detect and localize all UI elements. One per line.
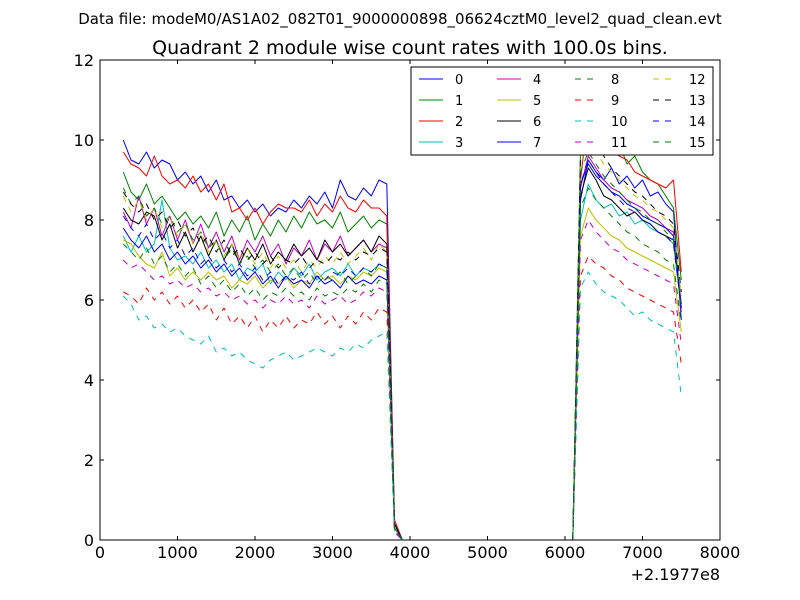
chart-title: Quadrant 2 module wise count rates with … xyxy=(152,37,668,59)
series-line-8 xyxy=(122,151,682,541)
y-tick-label: 10 xyxy=(74,131,94,150)
x-tick-label: 3000 xyxy=(312,543,353,562)
x-tick-label: 1000 xyxy=(157,543,198,562)
legend-label-0: 0 xyxy=(455,73,463,88)
chart-suptitle: Data file: modeM0/AS1A02_082T01_90000008… xyxy=(78,10,722,29)
y-tick-label: 6 xyxy=(84,291,94,310)
legend-label-9: 9 xyxy=(611,94,619,109)
series-line-14 xyxy=(122,159,682,541)
x-tick-label: 7000 xyxy=(622,543,663,562)
legend-label-13: 13 xyxy=(689,94,706,109)
x-tick-label: 6000 xyxy=(545,543,586,562)
y-tick-label: 0 xyxy=(84,531,94,550)
series-line-10 xyxy=(122,271,682,541)
y-tick-label: 12 xyxy=(74,51,94,70)
y-tick-label: 8 xyxy=(84,211,94,230)
series-line-5 xyxy=(123,207,682,541)
legend-label-11: 11 xyxy=(611,136,628,151)
series-line-15 xyxy=(122,187,682,541)
x-tick-label: 2000 xyxy=(235,543,276,562)
legend-label-4: 4 xyxy=(533,73,541,88)
y-tick-label: 2 xyxy=(84,451,94,470)
legend-box xyxy=(410,66,714,156)
series-line-11 xyxy=(122,219,682,541)
series-line-0 xyxy=(122,139,682,541)
series-layer xyxy=(122,111,682,541)
x-axis-offset-label: +2.1977e8 xyxy=(631,565,720,584)
series-line-9 xyxy=(123,255,682,541)
legend-label-14: 14 xyxy=(689,115,706,130)
legend-label-3: 3 xyxy=(455,136,463,151)
legend-label-8: 8 xyxy=(611,73,619,88)
x-tick-label: 4000 xyxy=(390,543,431,562)
series-line-3 xyxy=(122,183,682,541)
series-line-12 xyxy=(122,135,682,541)
y-tick-label: 4 xyxy=(84,371,94,390)
series-line-6 xyxy=(122,167,682,541)
legend-label-12: 12 xyxy=(689,73,706,88)
legend-label-10: 10 xyxy=(611,115,628,130)
legend-label-7: 7 xyxy=(533,136,541,151)
series-line-7 xyxy=(122,163,682,541)
series-line-4 xyxy=(122,155,682,541)
legend-label-6: 6 xyxy=(533,115,541,130)
legend-label-2: 2 xyxy=(455,115,463,130)
legend-label-1: 1 xyxy=(455,94,463,109)
legend-label-5: 5 xyxy=(533,94,541,109)
legend-label-15: 15 xyxy=(689,136,706,151)
series-line-13 xyxy=(122,131,682,541)
x-tick-label: 0 xyxy=(95,543,105,562)
x-tick-label: 8000 xyxy=(700,543,741,562)
series-line-2 xyxy=(122,111,682,541)
axis-ticks: 0 1000 2000 3000 4000 5000 6000 7000 80000246810… xyxy=(74,51,741,562)
x-tick-label: 5000 xyxy=(467,543,508,562)
